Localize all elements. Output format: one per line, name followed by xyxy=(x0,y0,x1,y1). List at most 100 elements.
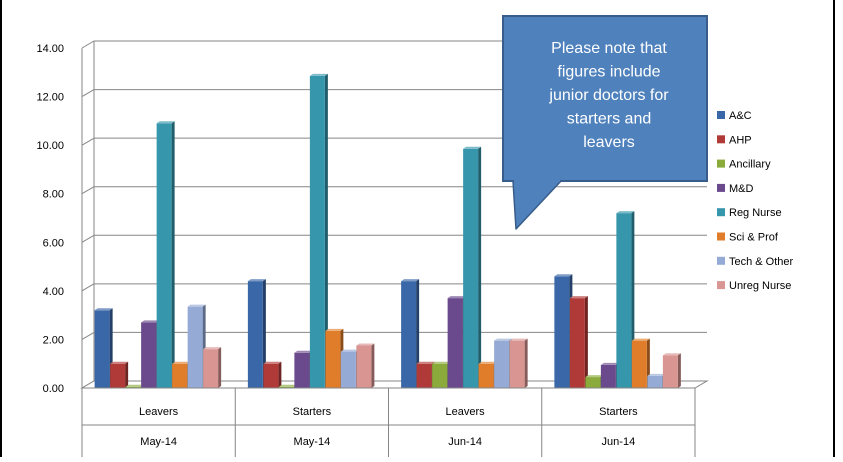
bar-front xyxy=(569,298,585,388)
y-tick-label: 0.00 xyxy=(43,383,64,395)
legend-entry: M&D xyxy=(717,183,754,195)
bar-side xyxy=(677,353,681,388)
x-tick-label-period: Jun-14 xyxy=(602,436,636,448)
bar-top xyxy=(356,343,375,346)
bar-front xyxy=(172,363,188,388)
legend-entry: Sci & Prof xyxy=(717,232,779,244)
bar-side xyxy=(478,146,482,388)
bar-front xyxy=(463,148,479,388)
bar-top xyxy=(509,338,528,341)
gridline-side-3 xyxy=(81,234,95,243)
legend-label: Reg Nurse xyxy=(729,207,782,219)
bar xyxy=(187,304,206,388)
bar-top xyxy=(585,375,604,378)
bar-front xyxy=(616,213,632,388)
legend-swatch xyxy=(717,111,725,119)
bar xyxy=(401,279,420,388)
bar-front xyxy=(662,355,678,388)
bar-top xyxy=(278,384,297,387)
bar-front xyxy=(494,340,510,388)
legend-entry: Tech & Other xyxy=(717,256,794,268)
bar xyxy=(631,338,650,388)
bar xyxy=(156,121,175,389)
bar xyxy=(585,375,604,388)
bar xyxy=(294,350,313,388)
bar-top xyxy=(416,361,435,364)
bar-top xyxy=(325,328,344,331)
legend-swatch xyxy=(717,232,725,241)
bar-front xyxy=(325,330,341,388)
gridline-side-5 xyxy=(81,137,95,146)
bar xyxy=(509,338,528,388)
bar-front xyxy=(278,386,294,388)
legend-label: Tech & Other xyxy=(729,256,794,268)
bar-front xyxy=(447,298,463,388)
y-tick-label: 12.00 xyxy=(36,92,64,104)
callout-joint xyxy=(514,179,560,182)
bar-side xyxy=(371,343,375,388)
x-tick-label-group: Leavers xyxy=(446,406,486,418)
legend: A&C AHP Ancillary M&D Reg Nurse Sci & Prof Tec… xyxy=(717,110,794,292)
bar xyxy=(94,308,113,388)
x-tick-label-group: Leavers xyxy=(139,406,179,418)
bar-top xyxy=(125,384,144,387)
bar-front xyxy=(187,306,203,388)
callout-box xyxy=(502,15,708,182)
bar-top xyxy=(247,279,266,282)
legend-label: A&C xyxy=(729,110,752,122)
legend-swatch xyxy=(717,208,725,217)
bar xyxy=(203,347,222,388)
bar-front xyxy=(631,340,647,388)
legend-label: Ancillary xyxy=(729,159,771,171)
bar-top xyxy=(631,338,650,341)
bar-front xyxy=(294,352,310,388)
bar-front xyxy=(263,363,279,388)
bar-front xyxy=(203,349,219,388)
bar-side xyxy=(584,296,588,388)
legend-entry: AHP xyxy=(717,134,752,146)
bar-top xyxy=(309,73,328,76)
bar xyxy=(325,328,344,388)
bar xyxy=(110,361,129,388)
bar xyxy=(309,73,328,388)
callout-text-line: Please note that xyxy=(551,40,667,57)
bar-front xyxy=(94,310,110,388)
bar xyxy=(478,361,497,388)
bar-top xyxy=(263,361,282,364)
legend-swatch xyxy=(717,135,725,144)
gridline-side-1 xyxy=(81,331,95,340)
bar-front xyxy=(478,363,494,388)
legend-entry: Unreg Nurse xyxy=(717,280,791,292)
gridline-side-4 xyxy=(81,186,95,195)
bar-front xyxy=(141,322,157,388)
bar-top xyxy=(401,279,420,282)
bar-side xyxy=(218,347,222,388)
bar-top xyxy=(494,338,513,341)
bar xyxy=(263,361,282,388)
x-tick-label-group: Starters xyxy=(293,406,332,418)
bar xyxy=(447,296,466,388)
x-tick-label-group: Starters xyxy=(599,406,638,418)
callout-text-line: figures include xyxy=(557,64,660,81)
bar-side xyxy=(324,73,328,388)
plot-area: 0.00 2.00 4.00 6.00 8.00 10.00 12.00 14.00 Leave… xyxy=(36,40,709,457)
bar xyxy=(416,361,435,388)
bar-top xyxy=(554,274,573,277)
y-tick-label: 10.00 xyxy=(36,140,64,152)
bar-front xyxy=(125,386,141,388)
bar xyxy=(356,343,375,388)
bar-top xyxy=(141,320,160,323)
y-tick-label: 8.00 xyxy=(43,189,64,201)
bar-front xyxy=(356,345,372,388)
legend-swatch xyxy=(717,159,725,168)
y-tick-label: 2.00 xyxy=(43,334,64,346)
bar xyxy=(569,296,588,388)
bar-front xyxy=(309,75,325,388)
bar-top xyxy=(600,362,619,365)
bar xyxy=(141,320,160,388)
bar-front xyxy=(401,281,417,388)
annotation-callout: Please note that figures include junior do… xyxy=(502,15,708,230)
gridline-side-2 xyxy=(81,283,95,292)
